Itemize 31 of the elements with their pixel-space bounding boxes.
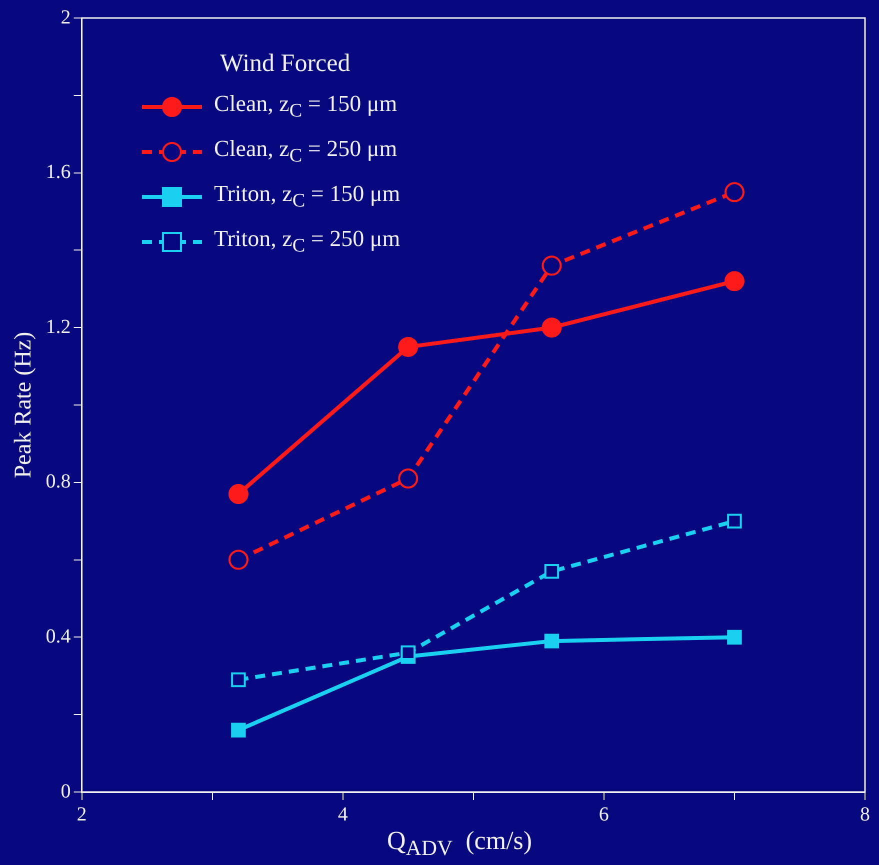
point bbox=[398, 468, 418, 489]
x-tick-label: 6 bbox=[598, 803, 609, 826]
y-tick-label: 1.6 bbox=[46, 161, 71, 184]
point bbox=[724, 271, 744, 292]
legend-label: Triton, z$_{C}$ = 150 μm bbox=[214, 180, 400, 212]
point bbox=[724, 182, 744, 202]
point bbox=[544, 564, 560, 579]
point bbox=[231, 672, 246, 688]
legend-label: Clean, z$_{C}$ = 250 μm bbox=[214, 136, 398, 168]
legend-title: Wind Forced bbox=[220, 50, 352, 78]
y-tick-label: 0 bbox=[60, 780, 71, 802]
point bbox=[542, 318, 562, 338]
y-axis-title: Peak Rate (Hz) bbox=[10, 332, 37, 478]
point bbox=[727, 630, 742, 645]
point bbox=[228, 484, 248, 504]
point bbox=[727, 514, 742, 528]
point bbox=[228, 550, 248, 570]
legend-label: Clean, z$_{C}$ = 150 μm bbox=[214, 90, 398, 122]
x-tick-label: 8 bbox=[860, 803, 870, 826]
point bbox=[544, 634, 560, 648]
legend-label: Triton, z$_{C}$ = 250 μm bbox=[214, 226, 400, 258]
y-tick-label: 2 bbox=[60, 6, 71, 28]
x-tick-label: 2 bbox=[76, 803, 87, 826]
x-axis-title: Q$_{ADV}$ (cm/s) bbox=[386, 826, 534, 862]
point bbox=[542, 256, 562, 276]
point bbox=[231, 722, 246, 738]
x-tick-label: 4 bbox=[338, 803, 348, 826]
y-tick-label: 0.8 bbox=[46, 470, 71, 493]
y-tick-label: 1.2 bbox=[46, 316, 71, 338]
y-tick-label: 0.4 bbox=[46, 625, 71, 648]
point bbox=[398, 336, 418, 357]
